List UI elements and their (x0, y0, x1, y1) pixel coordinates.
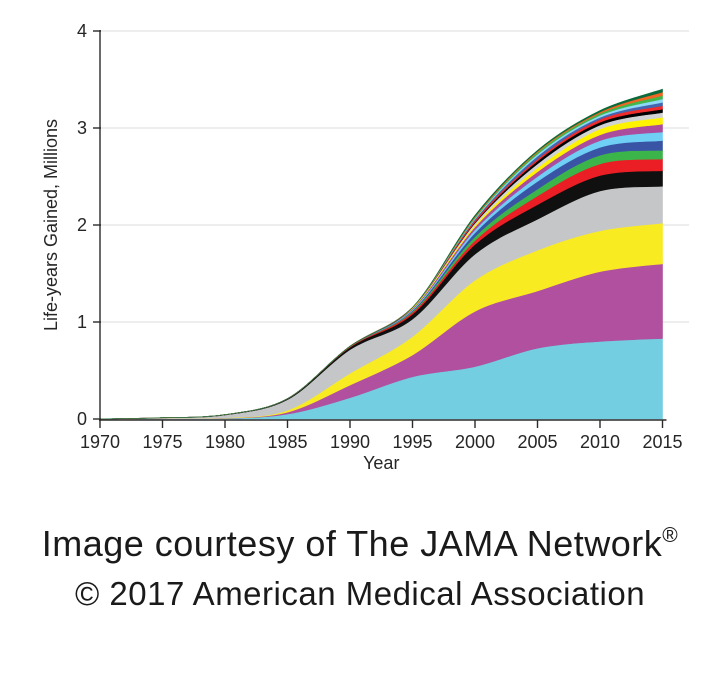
registered-trademark-symbol: ® (662, 524, 679, 547)
x-tick-label-2005: 2005 (517, 432, 557, 452)
x-tick-label-1970: 1970 (80, 432, 120, 452)
x-tick-label-2015: 2015 (642, 432, 682, 452)
stacked-area-chart: 0 1 2 3 4 1970 1975 1980 1985 1990 1995 2000 2005 201… (41, 21, 689, 473)
y-tick-label-4: 4 (77, 21, 87, 41)
area-dark-green (99, 88, 663, 420)
x-tick-label-2000: 2000 (455, 432, 495, 452)
copyright-line: © 2017 American Medical Association (74, 575, 646, 612)
chart-canvas: 0 1 2 3 4 1970 1975 1980 1985 1990 1995 2000 2005 201… (41, 21, 689, 473)
x-tick-label-2010: 2010 (580, 432, 620, 452)
y-tick-label-0: 0 (77, 409, 87, 429)
x-tick-label-1990: 1990 (330, 432, 370, 452)
y-axis-title: Life-years Gained, Millions (41, 119, 61, 331)
x-tick-label-1985: 1985 (267, 432, 307, 452)
y-tick-label-2: 2 (77, 215, 87, 235)
x-tick-label-1980: 1980 (205, 432, 245, 452)
credit-text: Image courtesy of The JAMA Network (41, 523, 663, 564)
y-tick-label-1: 1 (77, 312, 87, 332)
x-axis-title: Year (363, 453, 399, 473)
x-tick-label-1975: 1975 (142, 432, 182, 452)
image-credit-block: Image courtesy of The JAMA Network® © 20… (0, 514, 720, 614)
x-tick-label-1995: 1995 (392, 432, 432, 452)
y-tick-label-3: 3 (77, 118, 87, 138)
credit-line: Image courtesy of The JAMA Network® (0, 514, 720, 566)
